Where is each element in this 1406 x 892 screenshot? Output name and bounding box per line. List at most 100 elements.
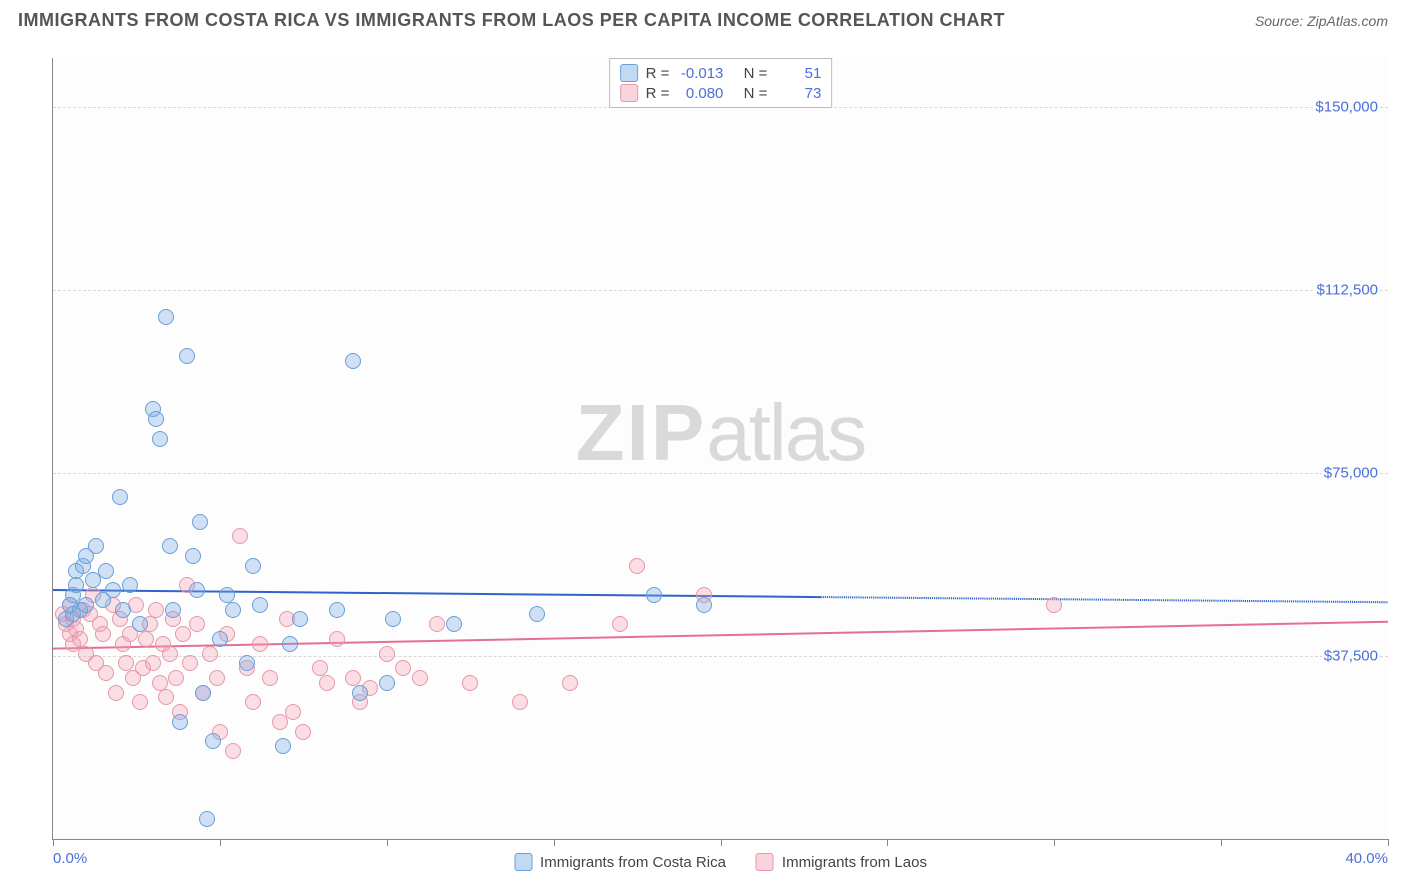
data-point-costa_rica xyxy=(88,538,104,554)
swatch-laos xyxy=(756,853,774,871)
data-point-costa_rica xyxy=(275,738,291,754)
data-point-costa_rica xyxy=(646,587,662,603)
data-point-laos xyxy=(145,655,161,671)
chart-region: Per Capita Income ZIPatlas R = -0.013 N … xyxy=(0,44,1406,892)
data-point-laos xyxy=(319,675,335,691)
data-point-costa_rica xyxy=(122,577,138,593)
source-prefix: Source: xyxy=(1255,13,1307,29)
data-point-costa_rica xyxy=(189,582,205,598)
trend-lines-layer xyxy=(53,58,1388,839)
gridline-h xyxy=(53,473,1388,474)
data-point-laos xyxy=(168,670,184,686)
series-name-laos: Immigrants from Laos xyxy=(782,854,927,871)
data-point-costa_rica xyxy=(446,616,462,632)
legend-row-costa-rica: R = -0.013 N = 51 xyxy=(620,63,822,83)
legend-R-label: R = xyxy=(646,85,670,102)
data-point-costa_rica xyxy=(199,811,215,827)
data-point-costa_rica xyxy=(172,714,188,730)
data-point-laos xyxy=(562,675,578,691)
data-point-laos xyxy=(345,670,361,686)
data-point-laos xyxy=(162,646,178,662)
data-point-laos xyxy=(209,670,225,686)
series-legend: Immigrants from Costa Rica Immigrants fr… xyxy=(514,853,927,871)
legend-R-costa-rica: -0.013 xyxy=(677,65,723,82)
xtick xyxy=(1054,839,1055,846)
chart-header: IMMIGRANTS FROM COSTA RICA VS IMMIGRANTS… xyxy=(0,0,1406,37)
swatch-costa-rica xyxy=(620,64,638,82)
data-point-costa_rica xyxy=(292,611,308,627)
ytick-label: $37,500 xyxy=(1322,647,1380,664)
series-legend-laos: Immigrants from Laos xyxy=(756,853,927,871)
legend-N-laos: 73 xyxy=(775,85,821,102)
data-point-laos xyxy=(1046,597,1062,613)
swatch-laos xyxy=(620,84,638,102)
data-point-laos xyxy=(225,743,241,759)
xtick xyxy=(887,839,888,846)
data-point-laos xyxy=(132,694,148,710)
legend-N-costa-rica: 51 xyxy=(775,65,821,82)
data-point-costa_rica xyxy=(185,548,201,564)
correlation-legend: R = -0.013 N = 51 R = 0.080 N = 73 xyxy=(609,58,833,108)
data-point-laos xyxy=(95,626,111,642)
data-point-laos xyxy=(429,616,445,632)
data-point-laos xyxy=(252,636,268,652)
legend-R-label: R = xyxy=(646,65,670,82)
data-point-costa_rica xyxy=(115,602,131,618)
data-point-costa_rica xyxy=(252,597,268,613)
data-point-costa_rica xyxy=(219,587,235,603)
xtick xyxy=(554,839,555,846)
legend-row-laos: R = 0.080 N = 73 xyxy=(620,83,822,103)
data-point-laos xyxy=(612,616,628,632)
data-point-costa_rica xyxy=(205,733,221,749)
legend-R-laos: 0.080 xyxy=(677,85,723,102)
gridline-h xyxy=(53,656,1388,657)
data-point-costa_rica xyxy=(105,582,121,598)
gridline-h xyxy=(53,290,1388,291)
trend-line-costa_rica-extrapolated xyxy=(821,597,1388,602)
data-point-costa_rica xyxy=(98,563,114,579)
data-point-laos xyxy=(138,631,154,647)
legend-N-label: N = xyxy=(744,65,768,82)
data-point-laos xyxy=(285,704,301,720)
data-point-laos xyxy=(152,675,168,691)
data-point-costa_rica xyxy=(78,597,94,613)
data-point-costa_rica xyxy=(195,685,211,701)
data-point-laos xyxy=(202,646,218,662)
chart-title: IMMIGRANTS FROM COSTA RICA VS IMMIGRANTS… xyxy=(18,10,1005,31)
data-point-laos xyxy=(262,670,278,686)
data-point-costa_rica xyxy=(179,348,195,364)
data-point-costa_rica xyxy=(352,685,368,701)
data-point-laos xyxy=(629,558,645,574)
xtick xyxy=(721,839,722,846)
data-point-costa_rica xyxy=(192,514,208,530)
plot-area: ZIPatlas R = -0.013 N = 51 R = 0.080 N =… xyxy=(52,58,1388,840)
data-point-costa_rica xyxy=(148,411,164,427)
data-point-costa_rica xyxy=(239,655,255,671)
data-point-laos xyxy=(158,689,174,705)
data-point-costa_rica xyxy=(132,616,148,632)
data-point-laos xyxy=(232,528,248,544)
xtick-label: 0.0% xyxy=(53,850,87,867)
data-point-costa_rica xyxy=(112,489,128,505)
data-point-laos xyxy=(189,616,205,632)
data-point-costa_rica xyxy=(385,611,401,627)
xtick xyxy=(220,839,221,846)
ytick-label: $75,000 xyxy=(1322,464,1380,481)
data-point-laos xyxy=(245,694,261,710)
xtick xyxy=(1221,839,1222,846)
series-legend-costa-rica: Immigrants from Costa Rica xyxy=(514,853,726,871)
data-point-costa_rica xyxy=(245,558,261,574)
data-point-costa_rica xyxy=(158,309,174,325)
data-point-laos xyxy=(412,670,428,686)
watermark-rest: atlas xyxy=(706,388,865,477)
data-point-costa_rica xyxy=(345,353,361,369)
watermark: ZIPatlas xyxy=(576,387,865,479)
source-name: ZipAtlas.com xyxy=(1307,13,1388,29)
data-point-costa_rica xyxy=(379,675,395,691)
data-point-costa_rica xyxy=(529,606,545,622)
watermark-bold: ZIP xyxy=(576,388,706,477)
data-point-costa_rica xyxy=(282,636,298,652)
data-point-laos xyxy=(512,694,528,710)
data-point-costa_rica xyxy=(68,577,84,593)
data-point-costa_rica xyxy=(225,602,241,618)
